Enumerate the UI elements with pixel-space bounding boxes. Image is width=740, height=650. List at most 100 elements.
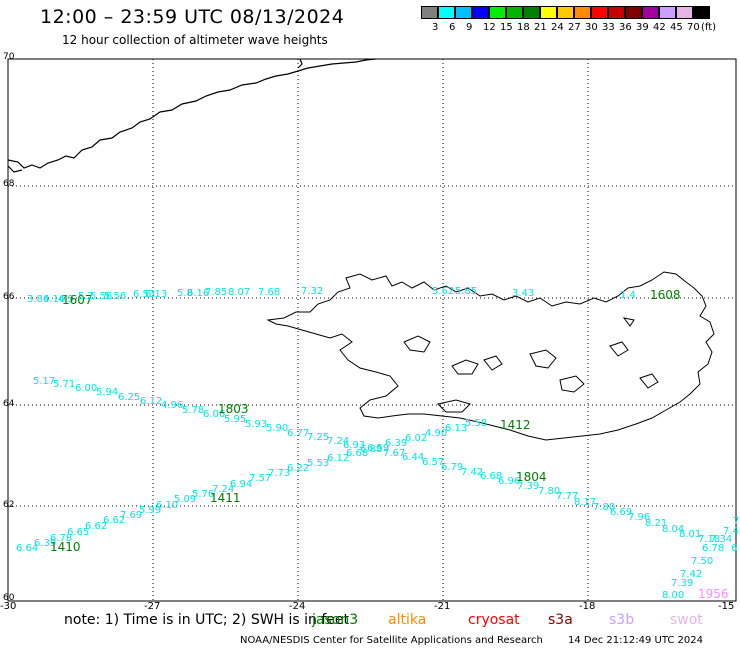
color-scale-tick: 15 (500, 22, 513, 33)
wave-height-label: 7.57 (249, 473, 271, 484)
wave-height-label: 5.2 (78, 291, 94, 302)
wave-height-label: 7.80 (538, 486, 560, 497)
pass-time-label: 1803 (218, 402, 249, 416)
lat-label: 62 (3, 500, 15, 510)
wave-height-label: 6.39 (385, 438, 407, 449)
wave-height-label: 6.12 (140, 396, 162, 407)
wave-height-label: 6.96 (498, 476, 520, 487)
wave-height-label: 6.65 (67, 527, 89, 538)
wave-height-label: 6.16 (187, 288, 209, 299)
satellite-legend-altika: altika (388, 612, 427, 628)
wave-height-label: 6.62 (103, 515, 125, 526)
wave-height-label: 5.09 (174, 494, 196, 505)
color-swatch (438, 6, 455, 19)
lon-label: -18 (579, 601, 596, 612)
lon-label: -30 (0, 601, 17, 612)
chart-title: 12:00 – 23:59 UTC 08/13/2024 (40, 6, 345, 28)
wave-height-label: 5.78 (182, 405, 204, 416)
wave-height-label: 7.80 (593, 502, 615, 513)
wave-height-label: 5.8 (177, 288, 193, 299)
wave-height-label: 5.56 (104, 291, 126, 302)
pass-time-label: 1956 (698, 587, 729, 601)
pass-time-label: 1411 (210, 491, 241, 505)
wave-height-label: 7.68 (258, 287, 280, 298)
wave-height-label: 3.86 (27, 294, 49, 305)
pass-time-label: 1412 (500, 418, 531, 432)
wave-height-label: 6.64 (16, 543, 38, 554)
wave-height-label: 5.94 (96, 387, 118, 398)
wave-height-label: 5.95 (224, 414, 246, 425)
wave-height-label: 6.02 (405, 433, 427, 444)
wave-height-label: 6.44 (402, 452, 424, 463)
wave-height-label: 5.58 (465, 418, 487, 429)
wave-height-label: 5.99 (139, 505, 161, 516)
wave-height-label: 5.17 (33, 376, 55, 387)
wave-height-label: 6 (731, 543, 737, 554)
wave-height-label: 6.68 (480, 471, 502, 482)
satellite-legend-s3b: s3b (609, 612, 635, 628)
wave-height-label: 7.39 (517, 481, 539, 492)
color-scale-tick: 42 (653, 22, 666, 33)
color-swatch (574, 6, 591, 19)
pass-time-label: 1608 (650, 288, 681, 302)
wave-height-label: 6.25 (118, 392, 140, 403)
wave-height-label: 6.00 (75, 383, 97, 394)
lon-label: -27 (144, 601, 161, 612)
pass-time-label: 1410 (50, 540, 81, 554)
wave-height-label: 8.04 (662, 524, 684, 535)
iceland-coastline (266, 271, 715, 441)
wave-height-label: 6.22 (287, 463, 309, 474)
color-swatch (693, 6, 710, 19)
greenland-coastline (7, 58, 377, 173)
wave-height-label: 8.00 (662, 590, 684, 601)
color-scale-tick: 30 (585, 22, 598, 33)
color-scale-tick: 12 (483, 22, 496, 33)
color-swatch (455, 6, 472, 19)
color-scale-tick: 3 (432, 22, 439, 33)
wave-height-label: 3.43 (512, 288, 534, 299)
wave-height-label: 6.39 (34, 538, 56, 549)
color-swatch (608, 6, 625, 19)
satellite-legend-s3a: s3a (548, 612, 573, 628)
wave-height-label: 6.53 (133, 289, 155, 300)
wave-height-label: 7.34 (710, 534, 732, 545)
wave-height-label: 6.69 (610, 507, 632, 518)
wave-height-label: 5.85 (455, 286, 477, 297)
color-swatch (676, 6, 693, 19)
pass-time-label: 1804 (516, 470, 547, 484)
wave-height-label: 6.62 (85, 521, 107, 532)
wave-height-label: 4.5 (58, 294, 74, 305)
color-swatch (591, 6, 608, 19)
color-scale-unit: (ft) (701, 22, 717, 33)
wave-height-label: 6.78 (50, 533, 72, 544)
wave-height-label: 7 (733, 516, 739, 527)
color-swatch (540, 6, 557, 19)
wave-height-label: 7.67 (383, 448, 405, 459)
wave-height-label: 5.53 (307, 458, 329, 469)
lon-label: -15 (718, 601, 735, 612)
wave-height-label: 5.93 (245, 419, 267, 430)
wave-height-label: 7.24 (327, 436, 349, 447)
credit-line: NOAA/NESDIS Center for Satellite Applica… (240, 635, 543, 646)
color-scale-tick: 45 (670, 22, 683, 33)
wave-height-label: 7.42 (680, 569, 702, 580)
wave-height-label: 5.90 (266, 423, 288, 434)
wave-height-label: 6.59 (367, 443, 389, 454)
generated-timestamp: 14 Dec 21:12:49 UTC 2024 (568, 635, 703, 646)
wave-height-label: 8.07 (228, 287, 250, 298)
color-swatch (472, 6, 489, 19)
wave-height-label: 6.68 (346, 448, 368, 459)
wave-height-label: 5.56 (90, 291, 112, 302)
color-swatch (642, 6, 659, 19)
satellite-legend-swot: swot (670, 612, 703, 628)
lat-label: 64 (3, 399, 15, 409)
wave-height-label: 6.78 (702, 543, 724, 554)
pass-time-label: 1607 (62, 293, 93, 307)
color-swatch (557, 6, 574, 19)
wave-height-label: 7.50 (691, 556, 713, 567)
footer-note: note: 1) Time is in UTC; 2) SWH is in fe… (64, 612, 350, 628)
wave-height-label: 6.06 (203, 409, 225, 420)
color-swatch (523, 6, 540, 19)
wave-height-label: 6.93 (343, 440, 365, 451)
wave-height-label: 6.77 (287, 428, 309, 439)
